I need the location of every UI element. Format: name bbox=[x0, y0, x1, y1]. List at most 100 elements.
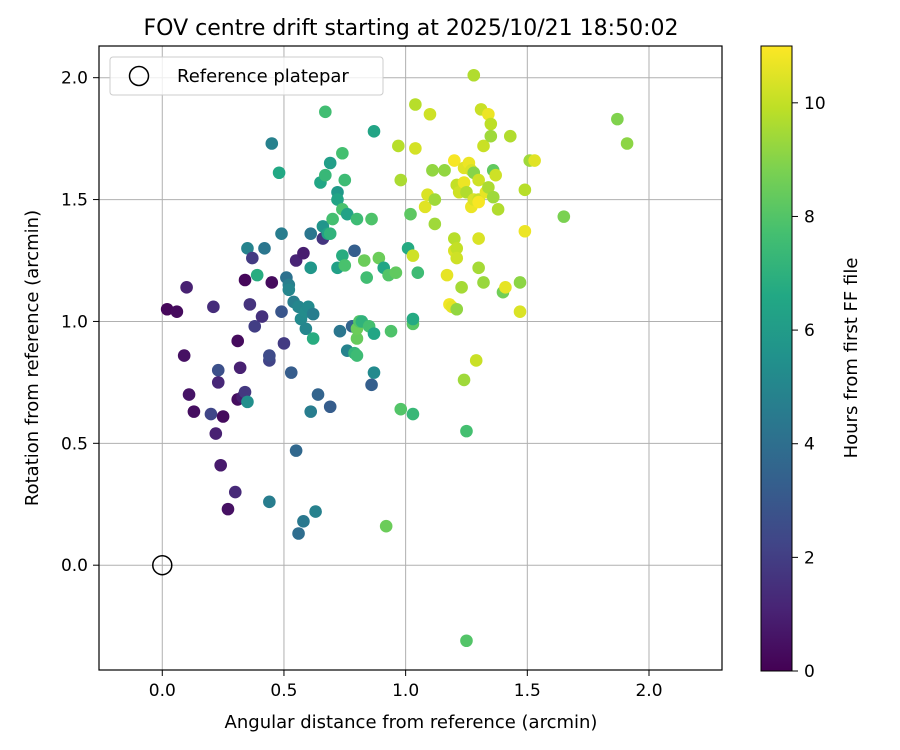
scatter-point bbox=[450, 242, 464, 255]
x-axis-ticks: 0.0 0.5 1.0 1.5 2.0 bbox=[149, 670, 663, 701]
scatter-point bbox=[255, 310, 269, 323]
scatter-point bbox=[304, 261, 318, 275]
scatter-point bbox=[477, 276, 490, 289]
scatter-point bbox=[182, 388, 196, 401]
scatter-point bbox=[170, 305, 184, 318]
y-tick-label: 1.5 bbox=[61, 191, 88, 211]
scatter-point bbox=[304, 405, 318, 418]
scatter-point bbox=[423, 107, 437, 121]
scatter-point bbox=[557, 210, 571, 223]
scatter-point bbox=[297, 515, 310, 528]
scatter-point bbox=[365, 378, 378, 392]
x-tick-label: 1.5 bbox=[514, 681, 541, 701]
scatter-point bbox=[406, 312, 420, 326]
scatter-point bbox=[491, 203, 505, 216]
scatter-point bbox=[477, 139, 490, 153]
scatter-point bbox=[484, 117, 498, 131]
scatter-point bbox=[338, 259, 352, 272]
colorbar-tick-label: 4 bbox=[804, 435, 815, 455]
scatter-point bbox=[472, 232, 485, 245]
scatter-point bbox=[372, 251, 386, 265]
scatter-point bbox=[484, 129, 498, 143]
scatter-point bbox=[250, 268, 264, 282]
scatter-point bbox=[204, 407, 218, 421]
scatter-point bbox=[518, 183, 532, 197]
scatter-point bbox=[214, 458, 227, 472]
scatter-point bbox=[350, 332, 364, 345]
scatter-point bbox=[275, 227, 288, 240]
scatter-point bbox=[265, 137, 279, 150]
legend-label: Reference platepar bbox=[177, 66, 349, 87]
scatter-point bbox=[323, 156, 337, 170]
scatter-point bbox=[448, 154, 461, 167]
scatter-point bbox=[177, 349, 191, 362]
scatter-point bbox=[409, 142, 422, 155]
scatter-point bbox=[406, 407, 420, 421]
x-tick-label: 2.0 bbox=[635, 681, 662, 701]
scatter-point bbox=[392, 139, 405, 153]
scatter-point bbox=[348, 244, 361, 258]
scatter-point bbox=[207, 300, 220, 314]
scatter-point bbox=[221, 502, 235, 516]
scatter-point bbox=[460, 634, 473, 648]
scatter-point bbox=[160, 302, 174, 316]
scatter-point bbox=[265, 276, 279, 289]
scatter-point bbox=[340, 207, 354, 221]
scatter-point bbox=[482, 181, 495, 194]
scatter-point bbox=[406, 249, 420, 262]
scatter-point bbox=[503, 129, 517, 143]
scatter-point bbox=[394, 173, 408, 187]
scatter-point bbox=[243, 298, 257, 311]
scatter-point bbox=[292, 527, 305, 540]
scatter-point bbox=[319, 168, 332, 182]
scatter-point bbox=[450, 251, 464, 265]
scatter-point bbox=[323, 227, 337, 240]
scatter-point bbox=[379, 519, 393, 533]
colorbar-tick-label: 2 bbox=[804, 548, 815, 568]
scatter-point bbox=[357, 254, 371, 267]
colorbar-label: Hours from first FF file bbox=[841, 258, 862, 459]
scatter-point bbox=[469, 354, 483, 367]
scatter-points bbox=[160, 68, 634, 648]
scatter-point bbox=[238, 385, 252, 399]
colorbar bbox=[760, 45, 793, 672]
scatter-point bbox=[336, 146, 349, 160]
scatter-point bbox=[304, 227, 318, 240]
y-axis-ticks: 0.0 0.5 1.0 1.5 2.0 bbox=[61, 69, 99, 576]
legend: Reference platepar bbox=[109, 56, 384, 96]
scatter-point bbox=[246, 251, 259, 265]
scatter-point bbox=[263, 495, 276, 509]
scatter-point bbox=[306, 307, 320, 321]
scatter-point bbox=[331, 193, 344, 206]
scatter-point bbox=[284, 366, 298, 379]
scatter-point bbox=[428, 193, 442, 206]
scatter-point bbox=[216, 410, 230, 423]
scatter-point bbox=[233, 361, 247, 375]
scatter-point bbox=[611, 112, 624, 126]
scatter-point bbox=[209, 427, 223, 440]
scatter-point bbox=[367, 125, 381, 138]
scatter-point bbox=[486, 190, 500, 204]
scatter-point bbox=[231, 334, 245, 348]
scatter-point bbox=[499, 281, 512, 294]
scatter-point bbox=[228, 485, 242, 499]
scatter-point bbox=[333, 324, 347, 338]
scatter-point bbox=[360, 271, 373, 284]
scatter-point bbox=[297, 246, 310, 260]
scatter-point bbox=[338, 173, 352, 187]
scatter-point bbox=[367, 327, 381, 340]
y-axis-label: Rotation from reference (arcmin) bbox=[22, 210, 43, 506]
scatter-point bbox=[426, 164, 439, 177]
x-axis-label: Angular distance from reference (arcmin) bbox=[225, 712, 598, 733]
scatter-point bbox=[394, 402, 408, 416]
scatter-point bbox=[460, 424, 473, 438]
scatter-point bbox=[336, 249, 349, 262]
scatter-point bbox=[350, 349, 364, 362]
scatter-point bbox=[489, 168, 502, 182]
scatter-point bbox=[440, 268, 454, 282]
scatter-point bbox=[311, 388, 325, 401]
scatter-point bbox=[457, 176, 471, 189]
scatter-point bbox=[457, 373, 471, 387]
y-tick-label: 0.5 bbox=[61, 434, 88, 454]
scatter-point bbox=[258, 242, 271, 255]
